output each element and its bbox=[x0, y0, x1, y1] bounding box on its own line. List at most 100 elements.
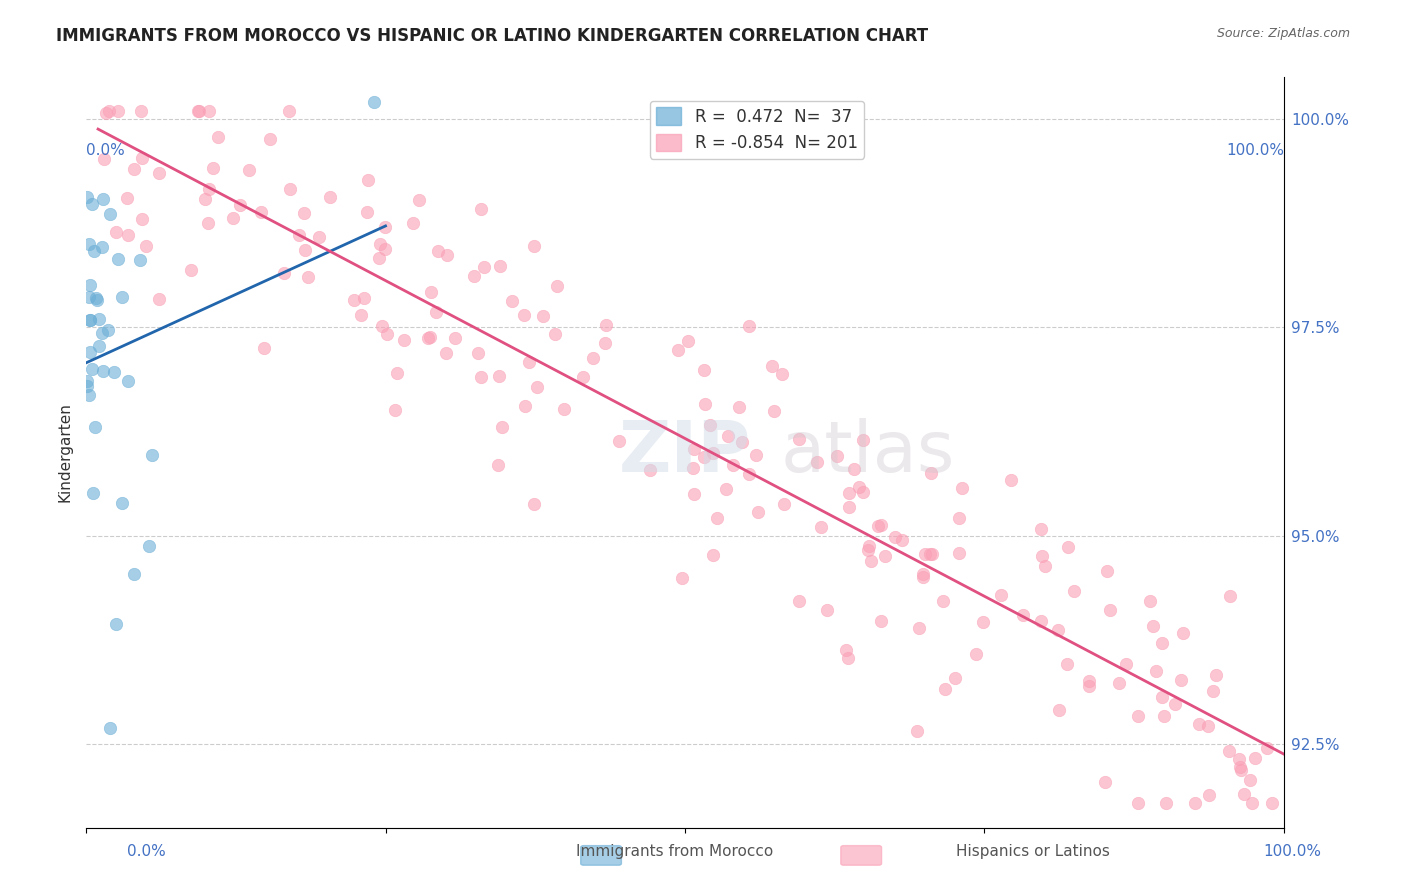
Point bbox=[761, 359, 783, 373]
Point bbox=[148, 292, 170, 306]
Point bbox=[931, 594, 953, 608]
Point bbox=[714, 482, 737, 496]
Point bbox=[1233, 788, 1256, 802]
Point bbox=[89, 339, 111, 353]
Point bbox=[544, 327, 567, 342]
Point bbox=[668, 343, 690, 357]
Point bbox=[702, 549, 724, 563]
Point bbox=[93, 152, 115, 166]
Point bbox=[111, 290, 134, 304]
Point bbox=[194, 192, 217, 206]
Point bbox=[77, 236, 100, 251]
Point bbox=[607, 434, 630, 448]
Point bbox=[426, 244, 449, 259]
Point bbox=[76, 374, 98, 388]
Point bbox=[1000, 473, 1022, 487]
Point bbox=[229, 198, 252, 212]
Point bbox=[221, 211, 243, 226]
Text: atlas: atlas bbox=[780, 418, 955, 487]
Point bbox=[1197, 719, 1219, 733]
Point bbox=[738, 467, 761, 482]
Point bbox=[1057, 541, 1080, 555]
Point bbox=[825, 449, 848, 463]
Point bbox=[1227, 751, 1250, 765]
Point bbox=[129, 252, 152, 267]
Point bbox=[1029, 614, 1052, 628]
Point bbox=[1139, 594, 1161, 608]
Point bbox=[870, 518, 893, 533]
Point bbox=[595, 318, 617, 333]
Point bbox=[1128, 796, 1150, 810]
Point bbox=[837, 650, 859, 665]
Point bbox=[966, 647, 988, 661]
Point bbox=[83, 420, 105, 434]
Point bbox=[787, 594, 810, 608]
Point bbox=[374, 219, 396, 234]
Point bbox=[401, 216, 423, 230]
Point bbox=[848, 480, 870, 494]
Point bbox=[676, 334, 699, 348]
Point bbox=[517, 355, 540, 369]
Text: ZIP: ZIP bbox=[619, 418, 751, 487]
Point bbox=[79, 345, 101, 359]
Point bbox=[1056, 657, 1078, 672]
Point bbox=[1256, 741, 1278, 756]
Point bbox=[238, 163, 260, 178]
Point bbox=[858, 543, 880, 558]
Point bbox=[683, 487, 706, 501]
Point bbox=[950, 481, 973, 495]
Point bbox=[1097, 564, 1119, 578]
Point bbox=[202, 161, 225, 175]
Point bbox=[115, 191, 138, 205]
Point bbox=[377, 327, 399, 342]
Point bbox=[838, 500, 860, 514]
Point bbox=[772, 497, 794, 511]
Point bbox=[948, 511, 970, 525]
Point bbox=[1031, 549, 1053, 563]
Point bbox=[97, 103, 120, 118]
Point bbox=[470, 202, 492, 216]
Point bbox=[972, 615, 994, 629]
Point bbox=[357, 173, 380, 187]
Point bbox=[1029, 522, 1052, 536]
Point bbox=[1108, 675, 1130, 690]
Point bbox=[188, 103, 211, 118]
Point bbox=[1205, 668, 1227, 682]
Point bbox=[87, 312, 110, 326]
Point bbox=[943, 671, 966, 685]
Point bbox=[770, 368, 793, 382]
Point bbox=[858, 539, 880, 553]
Point bbox=[884, 530, 907, 544]
Point bbox=[470, 370, 492, 384]
Point bbox=[738, 319, 761, 334]
Point bbox=[1063, 584, 1085, 599]
Point bbox=[1154, 796, 1177, 810]
Point bbox=[308, 230, 330, 244]
Point bbox=[488, 368, 510, 383]
Point bbox=[491, 420, 513, 434]
Point bbox=[82, 486, 104, 500]
Point bbox=[706, 510, 728, 524]
Point bbox=[1171, 625, 1194, 640]
Point bbox=[1188, 717, 1211, 731]
Point bbox=[1078, 673, 1101, 688]
Point bbox=[730, 435, 752, 450]
Point bbox=[1033, 558, 1056, 573]
Point bbox=[138, 539, 160, 553]
Point bbox=[1218, 744, 1240, 758]
Point bbox=[420, 285, 443, 300]
Point bbox=[79, 313, 101, 327]
Point bbox=[273, 266, 295, 280]
Point bbox=[1142, 619, 1164, 633]
Point bbox=[96, 106, 118, 120]
Point bbox=[277, 103, 299, 118]
Point bbox=[1202, 684, 1225, 698]
Text: 0.0%: 0.0% bbox=[86, 144, 125, 159]
Point bbox=[371, 318, 394, 333]
Point bbox=[425, 304, 447, 318]
Point bbox=[523, 497, 546, 511]
Point bbox=[693, 362, 716, 376]
Point bbox=[920, 466, 942, 480]
Point bbox=[419, 329, 441, 343]
Point bbox=[1011, 608, 1033, 623]
